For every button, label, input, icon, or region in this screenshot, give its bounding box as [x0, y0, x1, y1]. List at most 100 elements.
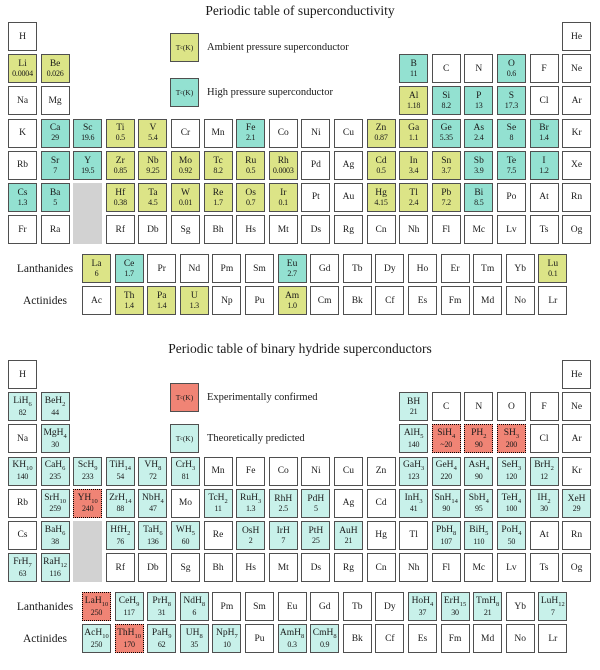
tc-value: 63 — [18, 568, 27, 578]
tc-value: 250 — [90, 607, 103, 617]
element-cell-As: As 2.4 — [464, 118, 494, 148]
element-symbol: V — [149, 123, 157, 134]
element-cell-PdH: PdH 5 — [301, 488, 331, 518]
element-cell-Mg: Mg — [40, 86, 70, 116]
element-symbol: UH8 — [185, 628, 203, 640]
element-symbol: Pd — [310, 160, 321, 171]
element-symbol: At — [539, 192, 549, 203]
element-symbol: Fe — [245, 466, 256, 477]
element-cell-XeH: XeH 29 — [562, 488, 592, 518]
tc-value: 0.5 — [376, 165, 386, 175]
element-cell-Es: Es — [407, 624, 437, 654]
tc-value: 0.026 — [46, 68, 64, 78]
element-symbol: Am — [284, 291, 300, 302]
element-cell-Cn: Cn — [366, 215, 396, 245]
element-cell-Bk: Bk — [342, 624, 372, 654]
element-cell-BH: BH 21 — [399, 392, 429, 422]
element-cell-TeH4: TeH4 100 — [496, 488, 526, 518]
element-cell-Sb: Sb 3.9 — [464, 150, 494, 180]
element-cell-F: F — [529, 392, 559, 422]
tc-value: 29 — [51, 133, 59, 143]
element-cell-RuH3: RuH3 1.3 — [236, 488, 266, 518]
element-symbol: N — [475, 401, 483, 412]
element-symbol: Pa — [156, 291, 167, 302]
tc-value: 60 — [181, 536, 190, 546]
element-cell-Sr: Sr 7 — [40, 150, 70, 180]
element-cell-Db: Db — [138, 553, 168, 583]
element-symbol: SrH10 — [44, 492, 66, 505]
tc-value: 82 — [18, 407, 27, 417]
tc-value: 240 — [81, 504, 94, 514]
table2-actinides-row: Actinides AcH10 250 ThH10 170 PaH9 62 UH8 35 NpH… — [0, 624, 600, 654]
element-symbol: Ne — [571, 401, 583, 412]
element-symbol: Og — [570, 562, 583, 573]
element-cell-Fe: Fe 2.1 — [236, 118, 266, 148]
tc-value: 72 — [149, 472, 157, 482]
element-cell-Hg: Hg — [366, 520, 396, 550]
element-cell-Sm: Sm — [244, 592, 274, 622]
element-symbol: SH3 — [503, 428, 520, 441]
element-cell-Yb: Yb — [505, 254, 535, 284]
tc-value: 19.6 — [81, 133, 95, 143]
element-cell-WH5: WH5 60 — [170, 520, 200, 550]
element-cell-CmH8: CmH8 0.9 — [310, 624, 340, 654]
tc-value: 1.18 — [407, 101, 421, 111]
element-cell-Hg: Hg 4.15 — [366, 182, 396, 212]
element-cell-NpH7: NpH7 10 — [212, 624, 242, 654]
element-cell-Tc: Tc 8.2 — [203, 150, 233, 180]
element-symbol: Hs — [245, 562, 256, 573]
element-cell-Pr: Pr — [147, 254, 177, 284]
element-cell-Rf: Rf — [105, 215, 135, 245]
element-symbol: NbH4 — [142, 492, 164, 505]
element-symbol: Rf — [115, 224, 126, 235]
element-cell-Pu: Pu — [244, 624, 274, 654]
element-cell-Nh: Nh — [399, 215, 429, 245]
periodic-table-binary-hydrides: Periodic table of binary hydride superco… — [0, 338, 600, 654]
element-symbol: Li — [18, 58, 27, 69]
element-cell-Fm: Fm — [440, 286, 470, 316]
tc-value: 7.5 — [506, 165, 517, 175]
tc-value: 0.5 — [115, 133, 126, 143]
element-symbol: Cn — [375, 562, 387, 573]
element-cell-SeH3: SeH3 120 — [496, 456, 526, 486]
element-symbol: Pu — [254, 633, 265, 644]
element-cell-No: No — [505, 624, 535, 654]
element-cell-Mn: Mn — [203, 456, 233, 486]
element-cell-Te: Te 7.5 — [496, 150, 526, 180]
tc-value: 140 — [407, 440, 420, 450]
element-symbol: Mn — [211, 128, 225, 139]
element-cell-C: C — [431, 54, 461, 84]
tc-value: 5 — [313, 503, 318, 513]
legend-label: High pressure superconductor — [207, 87, 333, 98]
element-symbol: Tc — [213, 155, 223, 166]
element-symbol: Kr — [571, 128, 582, 139]
element-symbol: BrH2 — [534, 460, 554, 473]
element-symbol: Pt — [311, 192, 320, 203]
element-symbol: Mc — [472, 224, 486, 235]
element-symbol: Bk — [351, 633, 363, 644]
tc-value: 1.4 — [539, 133, 549, 143]
element-cell-Mo: Mo 0.92 — [170, 150, 200, 180]
tc-value: 4.15 — [374, 197, 388, 207]
element-symbol: Rg — [342, 224, 354, 235]
tc-value: 0.87 — [374, 133, 388, 143]
element-symbol: Os — [245, 187, 256, 198]
element-cell-Ar: Ar — [562, 86, 592, 116]
tc-value: 7 — [281, 535, 286, 545]
tc-value: 0.01 — [178, 197, 193, 207]
element-symbol: NdH8 — [183, 595, 206, 608]
element-symbol: BiH5 — [469, 524, 489, 537]
element-symbol: Db — [147, 562, 159, 573]
element-symbol: Tl — [409, 530, 418, 541]
placeholder-cell — [73, 182, 103, 245]
tc-value: 117 — [123, 607, 135, 617]
element-cell-Sn: Sn 3.7 — [431, 150, 461, 180]
table1-lanthanides-cells: La 6 Ce 1.7 Pr Nd Pm Sm Eu 2.7 Gd Tb Dy Ho Er Tm Yb Lu 0.1 — [82, 254, 568, 284]
element-cell-ThH10: ThH10 170 — [114, 624, 144, 654]
element-symbol: Nh — [407, 562, 420, 573]
element-symbol: Rn — [571, 192, 583, 203]
element-cell-RaH12: RaH12 116 — [40, 553, 70, 583]
element-cell-Cu: Cu — [333, 118, 363, 148]
